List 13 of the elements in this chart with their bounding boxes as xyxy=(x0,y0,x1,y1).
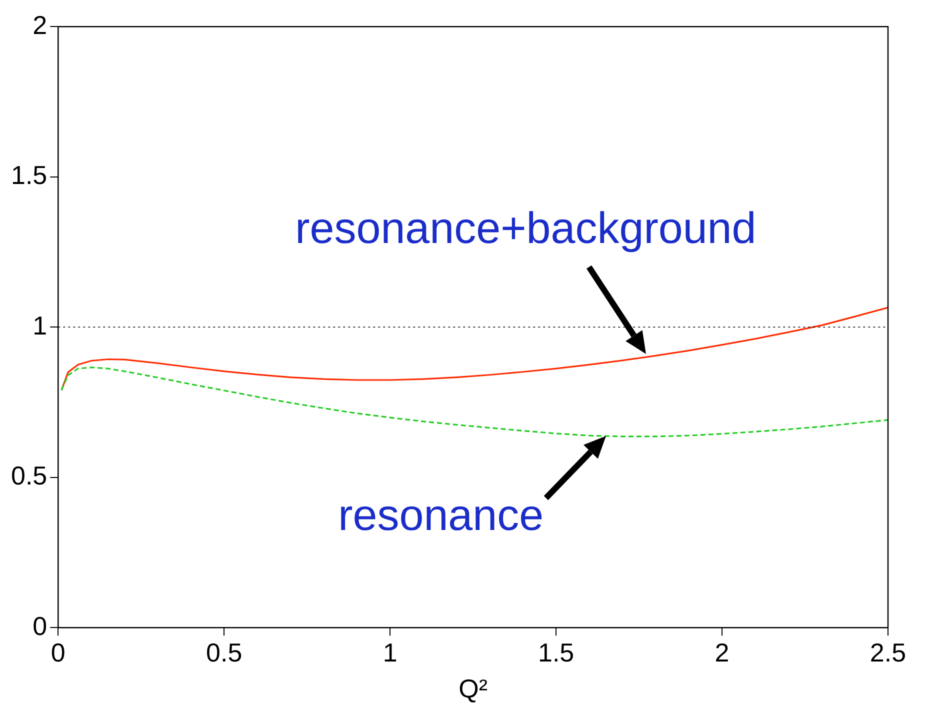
y-tick-label: 1.5 xyxy=(10,160,48,190)
x-axis-title: Q² xyxy=(458,674,488,704)
x-tick-label: 2 xyxy=(714,637,730,668)
y-tick-label: 1 xyxy=(32,310,48,340)
x-tick-label: 1 xyxy=(382,637,398,668)
x-tick-label: 2.5 xyxy=(870,637,906,668)
y-tick-label: 2 xyxy=(32,10,48,40)
x-tick-label: 0.5 xyxy=(206,637,242,668)
x-tick-label: 1.5 xyxy=(538,637,574,668)
annotation: resonance xyxy=(338,491,544,542)
annotation: resonance+background xyxy=(295,204,756,254)
y-tick-label: 0 xyxy=(32,610,48,641)
y-tick-label: 0.5 xyxy=(10,460,48,491)
